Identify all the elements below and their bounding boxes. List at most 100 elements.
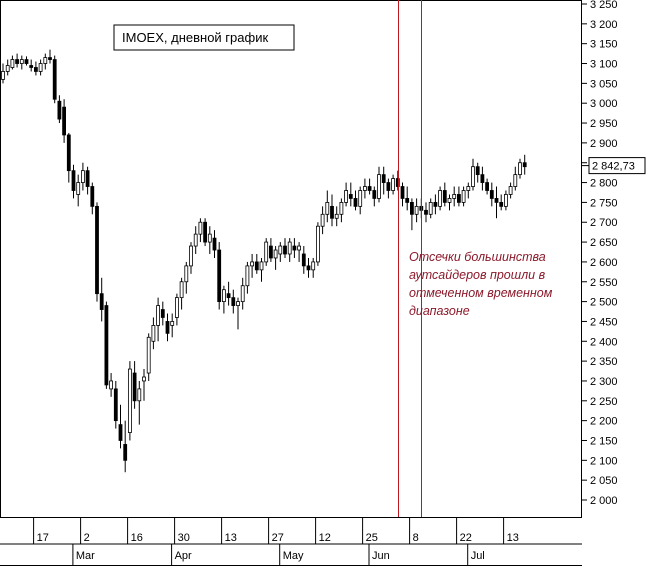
candle-body-down — [165, 321, 170, 334]
candle-body-down — [283, 245, 287, 255]
candle — [254, 253, 259, 274]
candle-body-up — [471, 166, 475, 187]
candle-body-up — [240, 285, 245, 302]
candle-body-up — [518, 162, 522, 176]
candle-body-down — [231, 297, 236, 306]
candle-body-up — [179, 281, 184, 299]
candle-body-up — [5, 65, 10, 72]
candle — [466, 182, 471, 199]
candle-body-up — [287, 241, 292, 255]
candle-body-up — [428, 201, 433, 215]
candle-body-down — [381, 174, 386, 183]
candle — [400, 182, 405, 207]
candle — [113, 380, 118, 429]
candle-body-up — [250, 261, 255, 267]
candle — [1, 63, 5, 84]
candle-body-down — [52, 59, 57, 100]
candle — [76, 174, 81, 207]
candle — [52, 55, 57, 104]
candle — [174, 293, 179, 326]
chart-title: IMOEX, дневной график — [122, 30, 268, 45]
candle-body-up — [297, 245, 302, 251]
y-tick-label: 2 250 — [590, 396, 618, 408]
candle-body-up — [438, 190, 443, 207]
candle — [372, 186, 377, 207]
candle-body-down — [386, 182, 391, 191]
y-tick-label: 2 100 — [590, 455, 618, 467]
y-tick-label: 2 350 — [590, 356, 618, 368]
candle-body-up — [193, 233, 198, 247]
candle-body-up — [81, 170, 85, 183]
candle — [85, 166, 90, 195]
x-day-label: 27 — [272, 532, 284, 544]
candle — [245, 261, 250, 294]
candle — [24, 56, 29, 66]
x-day-label: 8 — [413, 532, 419, 544]
candle-body-down — [268, 245, 273, 259]
candle — [184, 261, 189, 294]
candle — [428, 198, 433, 219]
candle-body-down — [99, 293, 104, 310]
candle-body-down — [442, 190, 447, 203]
candle — [424, 202, 428, 223]
candle-body-down — [160, 309, 165, 318]
last-price-label: 2 842,73 — [592, 161, 635, 173]
candle — [19, 55, 24, 70]
candle-body-up — [325, 201, 330, 215]
candle-body-up — [339, 201, 344, 215]
candle — [306, 257, 311, 278]
candle-body-up — [311, 261, 316, 271]
candle — [179, 277, 184, 310]
candle — [250, 253, 255, 278]
candle — [475, 162, 480, 183]
candle-body-down — [301, 253, 306, 267]
annotation: Отсечки большинства аутсайдеров прошли в… — [409, 250, 553, 318]
candle — [193, 226, 198, 254]
candle — [207, 226, 212, 254]
candle — [503, 190, 508, 211]
candle — [198, 218, 203, 243]
candle — [156, 297, 161, 342]
candle — [146, 333, 151, 381]
candle — [38, 59, 43, 76]
candle — [344, 182, 349, 207]
candle — [489, 182, 494, 207]
candle-body-up — [334, 213, 339, 219]
candle-body-up — [264, 241, 269, 263]
candle-body-up — [156, 305, 161, 326]
candle — [301, 246, 306, 274]
candle — [339, 198, 344, 223]
candle — [34, 61, 38, 76]
candle-body-down — [409, 201, 414, 215]
candle-body-down — [29, 65, 34, 68]
y-tick-label: 3 000 — [590, 98, 618, 110]
candle — [461, 186, 466, 207]
marked-range-lines — [398, 0, 422, 517]
x-day-label: 13 — [507, 532, 519, 544]
candle — [66, 132, 71, 183]
candle — [212, 230, 217, 258]
candle — [240, 277, 245, 310]
candle-body-down — [226, 293, 231, 299]
candle-body-up — [414, 205, 419, 215]
candle-body-down — [330, 205, 334, 219]
candle-body-down — [66, 134, 71, 172]
candle — [315, 222, 320, 266]
candle — [480, 166, 485, 191]
candle-body-down — [132, 372, 137, 402]
candle-body-up — [127, 368, 132, 433]
candle-body-up — [344, 190, 349, 203]
candle — [283, 238, 287, 258]
candle-body-up — [278, 245, 283, 255]
candle — [165, 313, 170, 342]
candle-body-down — [15, 59, 20, 64]
y-tick-label: 2 750 — [590, 197, 618, 209]
candle — [405, 186, 410, 211]
candle-body-down — [212, 237, 217, 251]
candle — [268, 238, 273, 262]
candle-body-up — [362, 186, 367, 191]
candle-body-up — [466, 186, 471, 191]
candle — [57, 95, 62, 124]
candle — [353, 190, 358, 211]
candle — [522, 154, 527, 175]
